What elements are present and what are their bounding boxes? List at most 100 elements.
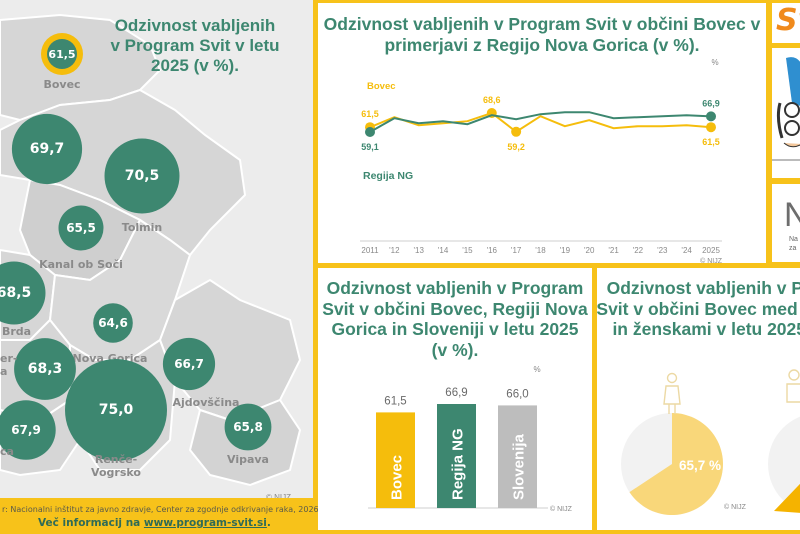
line-chart-copyright: © NIJZ [700, 257, 723, 263]
place-label: Tolmin [122, 221, 162, 234]
data-label: 66,9 [702, 98, 720, 108]
bubble-value-label: 69,7 [30, 141, 65, 157]
place-label: a [0, 365, 7, 378]
bar-slovenija [498, 405, 537, 508]
place-label: er- [0, 352, 17, 365]
x-tick-label: '18 [535, 246, 546, 255]
municipality-bubble [0, 261, 46, 325]
region-map: 61,5 Bovec 69,7 70,5 Tolmin 65,5 Kanal ob Soči… [0, 13, 302, 487]
x-tick-label: '20 [584, 246, 595, 255]
data-label: 68,6 [483, 95, 501, 105]
data-point-marker [706, 111, 716, 122]
line-chart-title: Odzivnost vabljenih v Program Svit v obč… [323, 14, 761, 55]
x-tick-label: '13 [413, 246, 424, 255]
pie-women-label: 65,7 % [679, 458, 721, 473]
x-tick-label: '21 [608, 246, 619, 255]
place-label: Ajdovščina [173, 396, 240, 409]
line-series-regija-ng [369, 111, 712, 133]
pie-charts: 65,7 % © NIJZ [621, 369, 800, 515]
woman-icon [663, 372, 681, 414]
map-panel: 61,5 Bovec 69,7 70,5 Tolmin 65,5 Kanal ob Soči… [0, 0, 313, 512]
municipality-bubble [162, 337, 216, 391]
data-label: 59,2 [507, 142, 525, 152]
bar-category-label: Bovec [389, 455, 406, 500]
mascot-panel [772, 48, 800, 178]
nijz-logo-letter: N [784, 196, 800, 234]
place-label: Vogrsko [91, 466, 141, 479]
bar-regija-ng [437, 404, 476, 508]
x-tick-label: '17 [511, 246, 522, 255]
municipality-bubble [58, 205, 104, 251]
bubble-value-label: 66,7 [174, 357, 204, 371]
pie-chart-copyright: © NIJZ [724, 503, 747, 511]
footer-source: r: Nacionalni inštitut za javno zdravje,… [2, 505, 322, 514]
bar-value-label: 61,5 [384, 395, 406, 407]
pie-slice-men [774, 483, 800, 513]
bar-category-label: Slovenija [511, 433, 528, 500]
data-point-marker [511, 126, 522, 137]
pie-chart-panel: Odzivnost vabljenih v Program Svit v obč… [597, 268, 800, 530]
place-label: Brda [2, 325, 31, 338]
municipality-bubble [0, 400, 56, 460]
bar-chart-title: Odzivnost vabljenih v Program Svit v obč… [322, 278, 588, 360]
x-tick-label: '14 [438, 246, 449, 255]
data-point-marker [706, 122, 716, 133]
svit-logo: Svit [776, 3, 800, 38]
unit-label: % [533, 365, 540, 374]
municipality-bubble [224, 403, 272, 451]
bar-value-label: 66,0 [506, 388, 528, 400]
x-tick-label: '15 [462, 246, 473, 255]
footer-more-prefix: Več informacij na [38, 517, 144, 529]
x-tick-label: '22 [633, 246, 644, 255]
x-tick-label: '12 [389, 246, 400, 255]
data-point-marker [365, 127, 375, 137]
x-tick-label: '24 [681, 246, 692, 255]
nijz-logo-panel: N Na za [772, 184, 800, 262]
x-tick-label: 2025 [702, 246, 720, 255]
place-label: ca [0, 445, 14, 458]
bubble-value-label: 68,3 [28, 361, 63, 377]
bubble-value-label: 64,6 [98, 316, 128, 330]
line-chart-panel: Odzivnost vabljenih v Program Svit v obč… [318, 3, 766, 263]
data-label: 59,1 [361, 142, 379, 152]
x-tick-label: '16 [487, 246, 498, 255]
legend-regija-ng: Regija NG [363, 170, 413, 182]
municipality-bubble [93, 303, 133, 343]
map-title: Odzivnost vabljenih v Program Svit v let… [110, 16, 280, 76]
pie-men-background [768, 416, 800, 512]
footer: r: Nacionalni inštitut za javno zdravje,… [0, 498, 321, 534]
nijz-logo-sub1: Na [789, 236, 798, 243]
program-svit-link[interactable]: www.program-svit.si [143, 517, 267, 529]
x-tick-label: '23 [657, 246, 668, 255]
bubble-value-label: 65,8 [233, 420, 263, 434]
data-label: 61,5 [702, 137, 720, 147]
x-tick-label: '19 [560, 246, 571, 255]
municipality-bubble [47, 39, 77, 69]
nijz-logo-sub2: za [789, 245, 797, 252]
bar-value-label: 66,9 [445, 387, 467, 399]
bubble-value-label: 65,5 [66, 221, 96, 235]
municipality-bubble [104, 138, 180, 214]
place-label: Kanal ob Soči [39, 258, 123, 271]
mascot-illustration [772, 57, 800, 161]
unit-label: % [711, 58, 718, 67]
municipality-bubble [14, 338, 76, 400]
bubble-value-label: 61,5 [48, 48, 75, 61]
bar-chart-panel: Odzivnost vabljenih v Program Svit v obč… [318, 268, 592, 530]
bubble-value-label: 75,0 [99, 402, 134, 418]
place-label: Bovec [43, 78, 80, 91]
svit-logo-panel: Svit [772, 3, 800, 43]
bar-chart: % 61,5 Bovec 66,9 Regija NG 66,0 Slovenija © NI… [368, 365, 573, 513]
map-bubbles: 61,5 Bovec 69,7 70,5 Tolmin 65,5 Kanal ob Soči… [0, 33, 272, 479]
bar-category-label: Regija NG [450, 428, 467, 500]
municipality-bubble [65, 359, 167, 461]
place-label: Vipava [227, 453, 269, 466]
bubble-value-label: 70,5 [125, 168, 160, 184]
bubble-value-label: 67,9 [11, 423, 41, 437]
footer-more-info: Več informacij na www.program-svit.si. [38, 517, 271, 529]
pie-slice-women [629, 413, 723, 515]
bubble-value-label: 68,5 [0, 285, 31, 301]
bar-bovec [376, 412, 415, 508]
legend-bovec: Bovec [367, 81, 396, 92]
bar-chart-copyright: © NIJZ [550, 505, 573, 513]
